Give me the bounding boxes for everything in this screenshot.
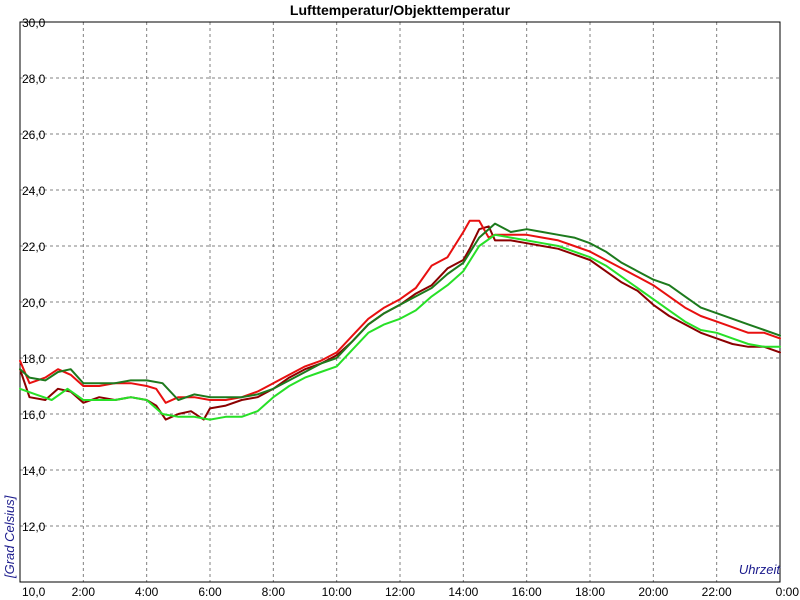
x-tick-label: 2:00 bbox=[72, 585, 96, 599]
y-tick-label: 22,0 bbox=[22, 240, 46, 254]
x-tick-label: 16:00 bbox=[512, 585, 542, 599]
y-tick-label: 16,0 bbox=[22, 408, 46, 422]
y-tick-label: 14,0 bbox=[22, 464, 46, 478]
y-tick-label: 12,0 bbox=[22, 520, 46, 534]
x-tick-label: 10:00 bbox=[322, 585, 352, 599]
series-group bbox=[19, 219, 781, 421]
x-tick-label: 0:00 bbox=[776, 585, 800, 599]
x-axis-ticks: 2:00 4:00 6:00 8:00 10:00 12:00 14:00 16:00 18:0… bbox=[72, 585, 800, 599]
y-tick-label: 10,0 bbox=[22, 585, 46, 599]
chart-title: Lufttemperatur/Objekttemperatur bbox=[290, 2, 511, 18]
y-tick-label: 18,0 bbox=[22, 352, 46, 366]
y-tick-label: 26,0 bbox=[22, 128, 46, 142]
y-tick-label: 20,0 bbox=[22, 296, 46, 310]
x-tick-label: 14:00 bbox=[448, 585, 478, 599]
x-tick-label: 6:00 bbox=[198, 585, 222, 599]
plot-frame bbox=[19, 21, 781, 583]
series-line-2 bbox=[19, 219, 781, 404]
x-tick-label: 20:00 bbox=[638, 585, 668, 599]
x-tick-label: 22:00 bbox=[702, 585, 732, 599]
x-tick-label: 12:00 bbox=[385, 585, 415, 599]
x-tick-label: 18:00 bbox=[575, 585, 605, 599]
x-axis-label: Uhrzeit bbox=[739, 562, 782, 577]
x-tick-label: 4:00 bbox=[135, 585, 159, 599]
y-tick-label: 30,0 bbox=[22, 16, 46, 30]
y-axis-ticks: 10,0 12,0 14,0 16,0 18,0 20,0 22,0 24,0 26,0 28,0… bbox=[22, 16, 46, 599]
series-line-3 bbox=[19, 222, 781, 401]
x-tick-label: 8:00 bbox=[262, 585, 286, 599]
grid bbox=[20, 22, 780, 582]
y-tick-label: 24,0 bbox=[22, 184, 46, 198]
y-axis-label: [Grad Celsius] bbox=[2, 495, 17, 579]
y-tick-label: 28,0 bbox=[22, 72, 46, 86]
series-line-4 bbox=[19, 233, 781, 421]
